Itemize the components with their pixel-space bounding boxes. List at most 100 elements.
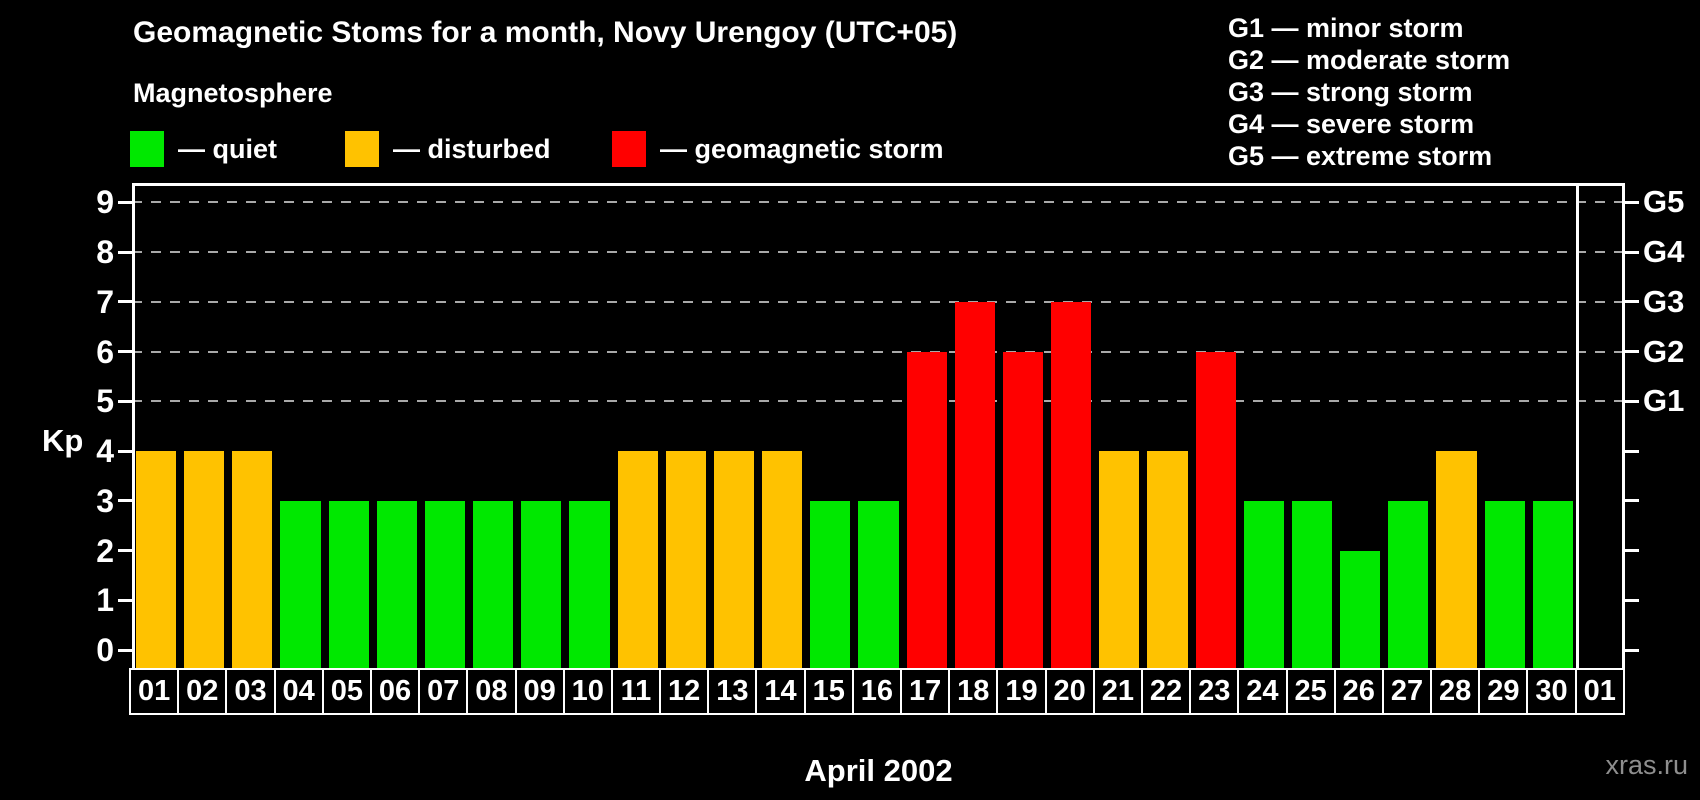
kp-bar-day-02	[184, 451, 225, 668]
y-tick-label: 0	[96, 632, 114, 668]
y-tick-right	[1625, 350, 1639, 354]
kp-bar-day-19	[1002, 351, 1044, 668]
day-label-05: 05	[324, 670, 372, 713]
g-legend-line: G2 — moderate storm	[1228, 45, 1511, 75]
legend-label-storm: — geomagnetic storm	[660, 134, 944, 164]
kp-bar-day-21	[1099, 451, 1140, 668]
y-tick-label: 1	[96, 582, 114, 619]
kp-bar-day-23	[1195, 351, 1236, 668]
g-legend-line: G5 — extreme storm	[1228, 141, 1493, 171]
g-level-label-G2: G2	[1643, 333, 1685, 369]
x-axis-day-labels: 01 02 03 04 05 06 07 08 09 10 11 12 13 14 15 16 17 18 19 20…	[129, 668, 1625, 715]
next-month-separator	[1575, 183, 1579, 668]
kp-bar-day-03	[232, 451, 273, 668]
kp-bar-day-30	[1532, 500, 1573, 668]
g-legend-line: G4 — severe storm	[1228, 109, 1475, 139]
y-tick-right	[1625, 300, 1639, 304]
y-tick-left	[118, 350, 132, 354]
y-tick-left	[118, 449, 132, 453]
y-tick-left	[118, 200, 132, 204]
day-label-28: 28	[1432, 670, 1481, 713]
gridline-kp-6	[132, 350, 1625, 353]
y-tick-right	[1625, 449, 1639, 453]
y-axis-line-right	[1622, 183, 1625, 668]
kp-bar-day-17	[906, 351, 947, 668]
g-level-label-G5: G5	[1643, 184, 1685, 220]
kp-bar-day-18	[954, 301, 995, 668]
kp-bar-day-07	[424, 500, 466, 668]
kp-bar-day-15	[810, 500, 851, 668]
kp-bar-day-25	[1291, 500, 1333, 668]
kp-bar-day-24	[1243, 500, 1284, 668]
y-tick-label: 9	[96, 184, 114, 221]
day-label-12: 12	[661, 670, 710, 713]
day-label-03: 03	[227, 670, 276, 713]
y-tick-label: 3	[96, 482, 114, 519]
y-tick-right	[1625, 549, 1639, 553]
y-axis-title: Kp	[42, 423, 84, 458]
gridline-kp-9	[132, 201, 1625, 204]
day-label-10: 10	[565, 670, 613, 713]
y-tick-right	[1625, 648, 1639, 652]
kp-bar-day-14	[762, 451, 803, 668]
kp-bar-day-08	[473, 500, 514, 668]
day-label-13: 13	[709, 670, 758, 713]
kp-bar-day-06	[376, 500, 417, 668]
day-label-26: 26	[1336, 670, 1384, 713]
kp-bar-day-20	[1051, 301, 1092, 668]
y-tick-right	[1625, 499, 1639, 503]
day-label-20: 20	[1047, 670, 1095, 713]
g-legend-line: G3 — strong storm	[1228, 77, 1473, 107]
y-tick-label: 6	[96, 333, 114, 370]
day-label-19: 19	[998, 670, 1047, 713]
y-tick-right	[1625, 200, 1639, 204]
y-tick-left	[118, 549, 132, 553]
y-tick-left	[118, 499, 132, 503]
quiet-color-swatch	[130, 131, 164, 167]
day-label-29: 29	[1480, 670, 1529, 713]
kp-bar-day-11	[617, 451, 658, 668]
g-level-label-G4: G4	[1643, 234, 1685, 270]
y-tick-right	[1625, 598, 1639, 602]
y-tick-left	[118, 648, 132, 652]
y-tick-left	[118, 250, 132, 254]
y-tick-right	[1625, 399, 1639, 403]
day-label-15: 15	[806, 670, 854, 713]
kp-bar-chart-plot-area: 0 1 2 3 4 5 6 7 8 9 G5 G4 G3 G2 G1	[96, 183, 1684, 668]
kp-bar-day-22	[1147, 451, 1188, 668]
day-label-09: 09	[517, 670, 565, 713]
g-level-label-G1: G1	[1643, 383, 1685, 419]
kp-bar-day-05	[328, 500, 369, 668]
kp-bar-day-01	[136, 451, 177, 668]
gridline-kp-8	[132, 251, 1625, 254]
kp-bar-day-26	[1340, 550, 1381, 668]
day-label-07: 07	[420, 670, 469, 713]
day-label-17: 17	[902, 670, 951, 713]
day-label-30: 30	[1528, 670, 1577, 713]
plot-top-border	[132, 183, 1625, 186]
y-tick-left	[118, 399, 132, 403]
y-tick-left	[118, 300, 132, 304]
y-tick-label: 5	[96, 383, 114, 420]
kp-bar-day-29	[1484, 500, 1525, 668]
y-tick-label: 4	[96, 433, 114, 470]
day-label-27: 27	[1384, 670, 1433, 713]
y-tick-label: 7	[96, 283, 114, 320]
kp-bar-day-28	[1436, 451, 1477, 668]
g-level-label-G3: G3	[1643, 283, 1685, 319]
day-label-22: 22	[1143, 670, 1192, 713]
watermark: xras.ru	[1605, 750, 1688, 780]
kp-bar-day-10	[569, 500, 610, 668]
storm-color-swatch	[612, 131, 646, 167]
day-label-16: 16	[854, 670, 902, 713]
day-label-14: 14	[757, 670, 806, 713]
day-label-11: 11	[613, 670, 662, 713]
y-tick-label: 2	[96, 532, 114, 569]
gridline-kp-7	[132, 300, 1625, 303]
disturbed-color-swatch	[345, 131, 379, 167]
y-tick-label: 8	[96, 234, 114, 271]
legend-heading: Magnetosphere	[133, 78, 333, 108]
day-label-08: 08	[468, 670, 517, 713]
day-label-01: 01	[131, 670, 180, 713]
day-label-04: 04	[276, 670, 324, 713]
